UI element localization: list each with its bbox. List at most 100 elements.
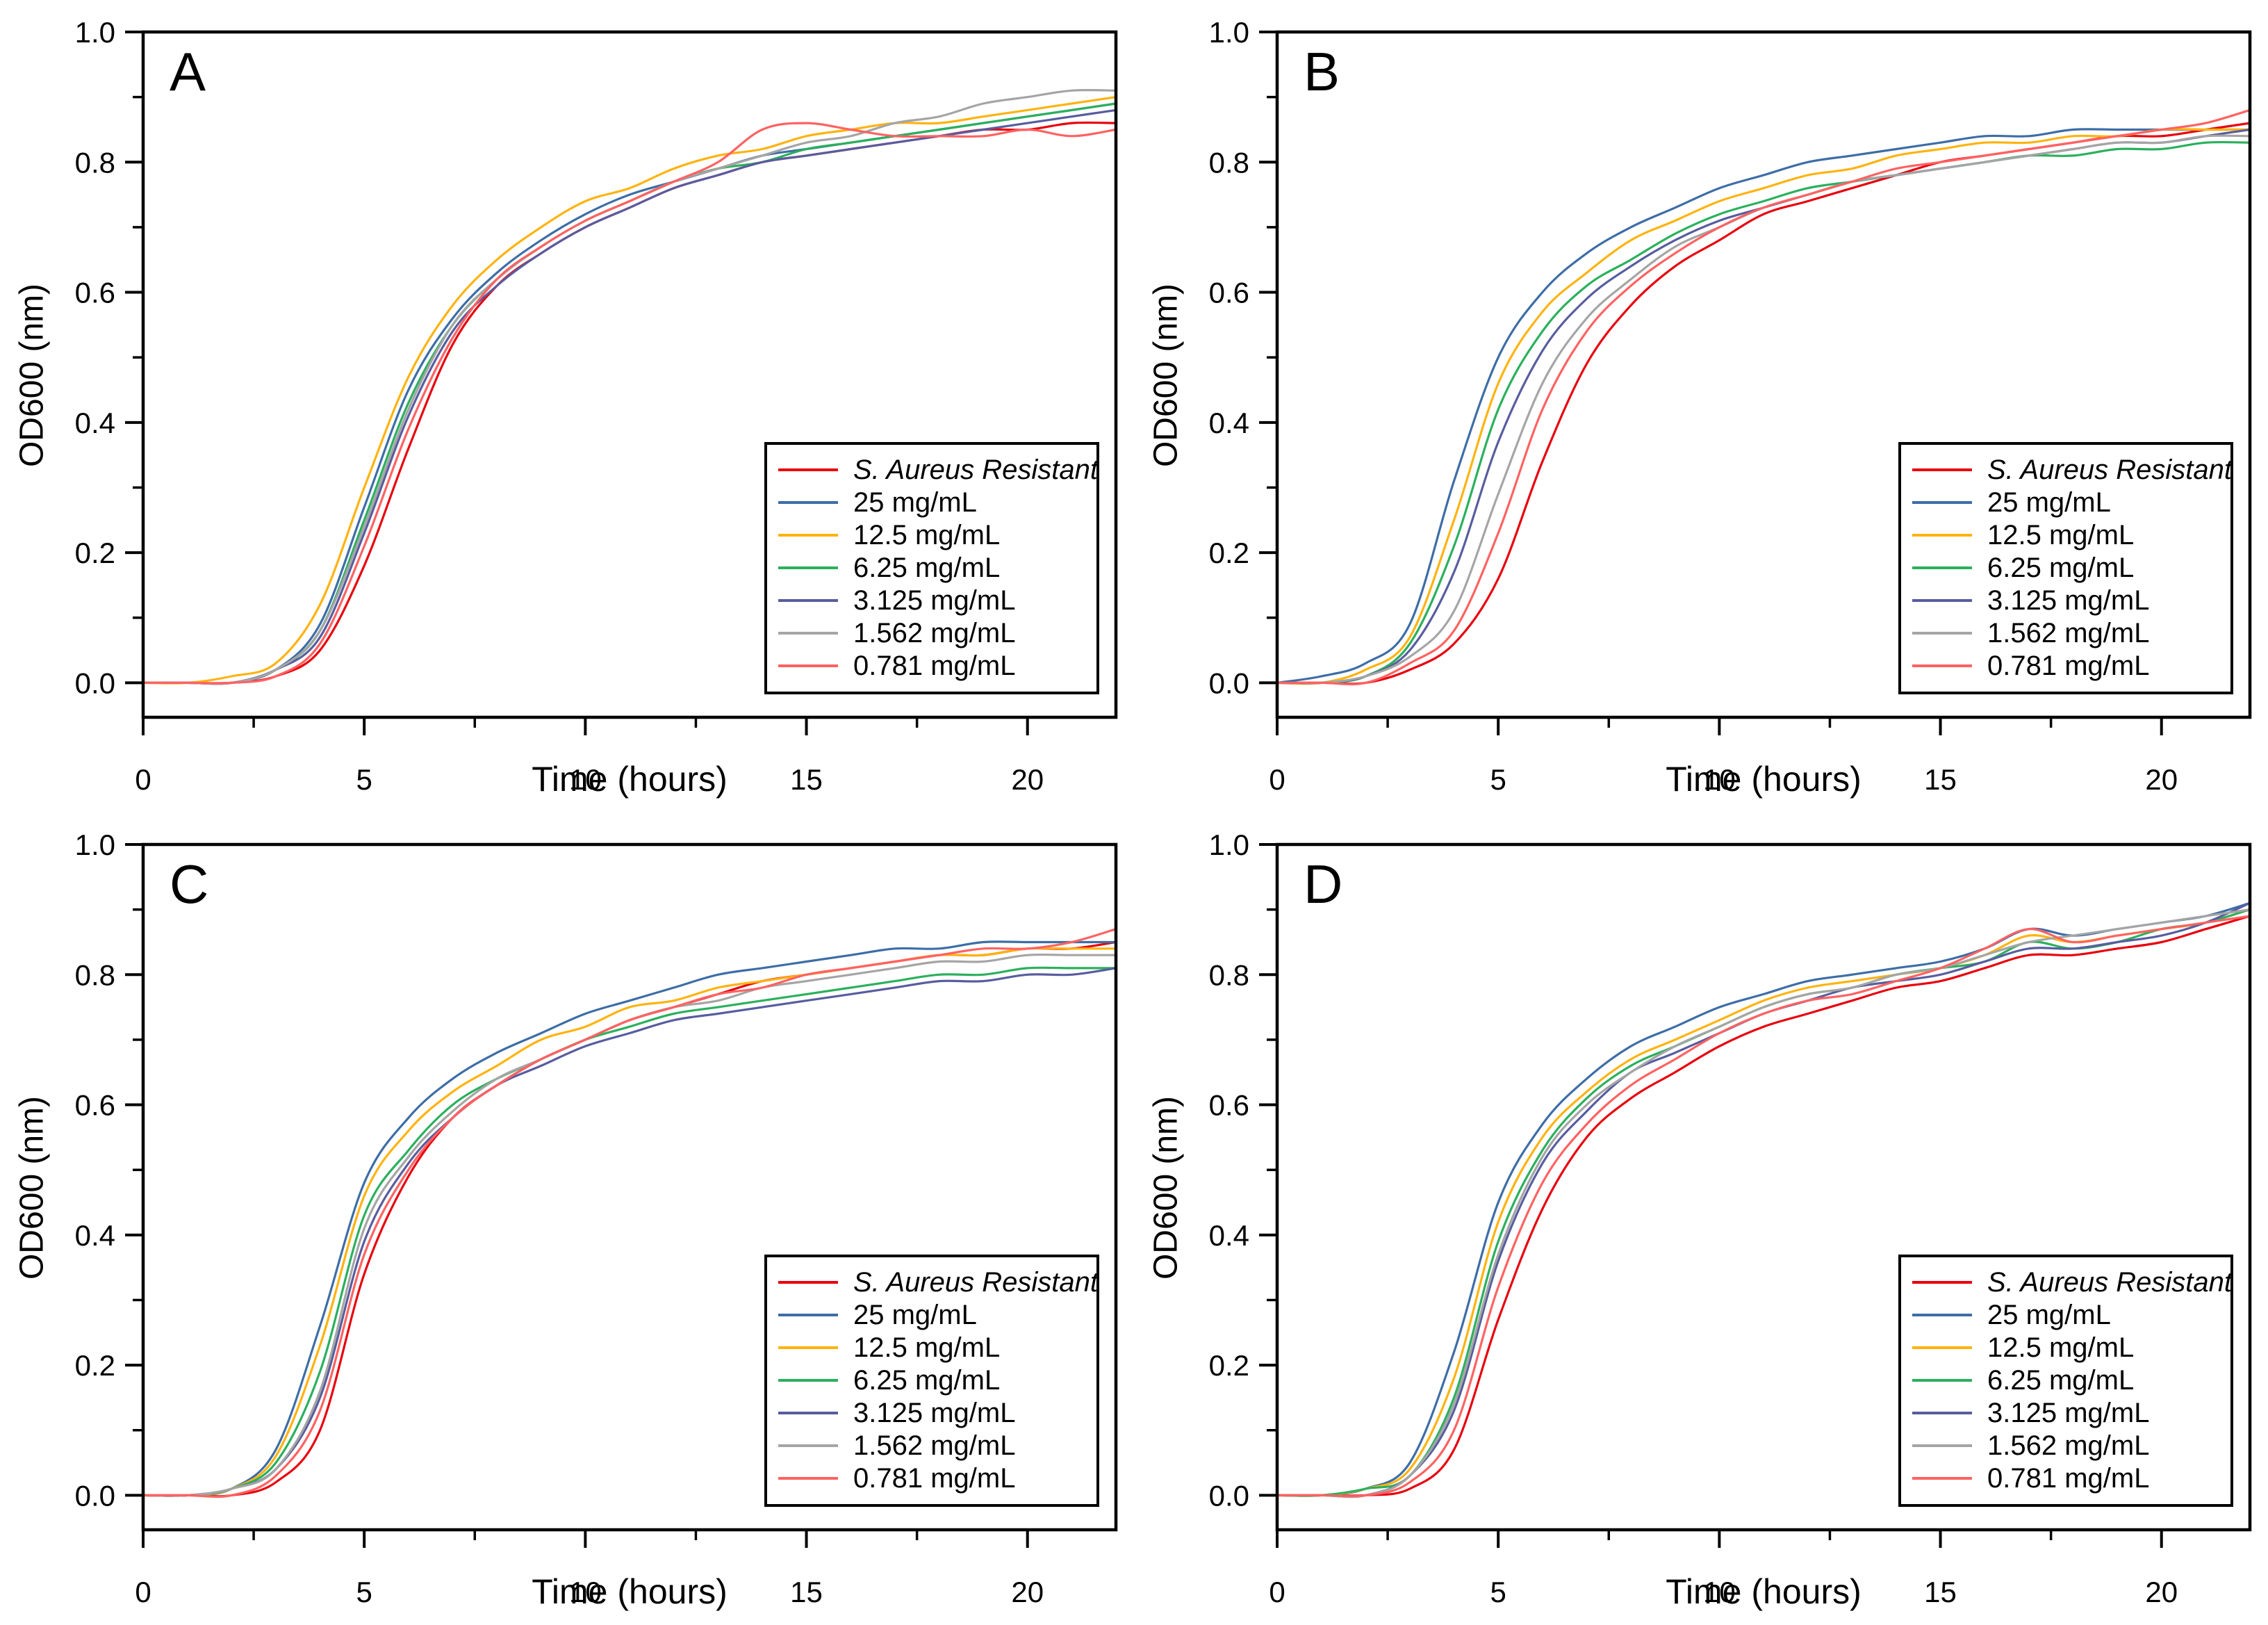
legend-label: S. Aureus Resistant xyxy=(1987,1266,2233,1298)
legend-label: 25 mg/mL xyxy=(853,1299,977,1330)
curves-group xyxy=(143,928,1116,1499)
y-axis-title: OD600 (nm) xyxy=(13,1095,51,1280)
y-tick-label: 0.8 xyxy=(75,146,115,179)
legend-label: 25 mg/mL xyxy=(1987,487,2111,518)
legend-entry-12-5-mg-ml: 12.5 mg/mL xyxy=(1912,518,2226,551)
x-tick-label: 15 xyxy=(790,763,823,796)
curves-group xyxy=(143,88,1116,685)
legend-entry-3-125-mg-ml: 3.125 mg/mL xyxy=(778,584,1092,616)
legend-label: 3.125 mg/mL xyxy=(853,585,1016,616)
curve-6-25-mg-ml xyxy=(1277,140,2250,685)
legend-line-swatch xyxy=(778,664,838,667)
legend-d: S. Aureus Resistant 25 mg/mL 12.5 mg/mL 6.2… xyxy=(1898,1255,2233,1507)
y-tick-label: 0.2 xyxy=(1209,537,1249,569)
legend-entry-12-5-mg-ml: 12.5 mg/mL xyxy=(778,518,1092,551)
curve-25-mg-ml xyxy=(1277,128,2250,684)
legend-label: 0.781 mg/mL xyxy=(853,650,1016,681)
legend-entry-3-125-mg-ml: 3.125 mg/mL xyxy=(1912,1396,2226,1429)
legend-label: 3.125 mg/mL xyxy=(1987,585,2150,616)
panel-b: 0 5 10 15 20 0.0 0.2 0.4 0.6 0.8 1.0 B OD600 (nm) … xyxy=(1134,0,2268,812)
curve-0-781-mg-ml xyxy=(143,928,1116,1499)
legend-entry-6-25-mg-ml: 6.25 mg/mL xyxy=(1912,551,2226,584)
legend-line-swatch xyxy=(1912,631,1972,635)
x-tick-label: 0 xyxy=(1269,763,1285,796)
legend-line-swatch xyxy=(778,533,838,537)
legend-label: 3.125 mg/mL xyxy=(853,1397,1016,1428)
x-tick-label: 15 xyxy=(1924,1576,1957,1608)
legend-entry-3-125-mg-ml: 3.125 mg/mL xyxy=(778,1396,1092,1429)
x-tick-label: 5 xyxy=(1490,1576,1506,1608)
legend-entry-3-125-mg-ml: 3.125 mg/mL xyxy=(1912,584,2226,616)
y-tick-label: 0.4 xyxy=(1209,407,1249,439)
legend-entry-0-781-mg-ml: 0.781 mg/mL xyxy=(778,649,1092,682)
plot-border xyxy=(141,30,1118,719)
legend-entry-s-aureus-resistant: S. Aureus Resistant xyxy=(1912,453,2232,486)
y-tick-label: 1.0 xyxy=(1209,16,1249,49)
y-axis-title: OD600 (nm) xyxy=(1147,1095,1185,1280)
legend-entry-s-aureus-resistant: S. Aureus Resistant xyxy=(778,1266,1098,1298)
legend-line-swatch xyxy=(1912,1411,1972,1414)
legend-line-swatch xyxy=(778,566,838,569)
panel-c: 0 5 10 15 20 0.0 0.2 0.4 0.6 0.8 1.0 C OD600 (nm) … xyxy=(0,812,1134,1625)
legend-line-swatch xyxy=(1912,468,1972,471)
y-axis-title: OD600 (nm) xyxy=(13,283,51,468)
curve-25-mg-ml xyxy=(143,940,1116,1497)
legend-line-swatch xyxy=(778,1411,838,1414)
legend-line-swatch xyxy=(778,1313,838,1316)
curve-3-125-mg-ml xyxy=(143,967,1116,1497)
y-tick-label: 0.2 xyxy=(1209,1349,1249,1382)
legend-line-swatch xyxy=(1912,566,1972,569)
curves-group xyxy=(1277,108,2250,686)
y-tick-label: 0.8 xyxy=(75,958,115,991)
legend-line-swatch xyxy=(1912,1444,1972,1447)
x-tick-label: 5 xyxy=(356,1576,372,1608)
y-tick-label: 0.2 xyxy=(75,537,115,569)
legend-entry-12-5-mg-ml: 12.5 mg/mL xyxy=(1912,1331,2226,1364)
curve-0-781-mg-ml xyxy=(1277,915,2250,1498)
legend-entry-6-25-mg-ml: 6.25 mg/mL xyxy=(778,551,1092,584)
x-tick-label: 20 xyxy=(2145,763,2178,796)
legend-line-swatch xyxy=(1912,1476,1972,1480)
plot-area-b: 0 5 10 15 20 0.0 0.2 0.4 0.6 0.8 1.0 xyxy=(1209,16,2252,796)
plot-area-c: 0 5 10 15 20 0.0 0.2 0.4 0.6 0.8 1.0 xyxy=(75,828,1118,1608)
legend-line-swatch xyxy=(778,1444,838,1447)
legend-entry-25-mg-ml: 25 mg/mL xyxy=(778,486,1092,518)
legend-label: 6.25 mg/mL xyxy=(1987,1364,2135,1396)
x-tick-label: 5 xyxy=(1490,763,1506,796)
legend-entry-1-562-mg-ml: 1.562 mg/mL xyxy=(778,1429,1092,1462)
y-tick-label: 0.4 xyxy=(75,1219,115,1252)
legend-a: S. Aureus Resistant 25 mg/mL 12.5 mg/mL 6.2… xyxy=(764,442,1099,694)
panel-letter-a: A xyxy=(170,41,207,102)
panel-letter-c: C xyxy=(170,854,210,915)
legend-line-swatch xyxy=(778,1280,838,1284)
legend-label: 12.5 mg/mL xyxy=(853,519,1001,550)
panel-letter-d: D xyxy=(1304,854,1344,915)
x-tick-label: 15 xyxy=(790,1576,823,1608)
legend-label: 0.781 mg/mL xyxy=(1987,1462,2150,1494)
legend-entry-25-mg-ml: 25 mg/mL xyxy=(1912,1298,2226,1331)
y-tick-label: 1.0 xyxy=(75,828,115,861)
plot-border xyxy=(1275,842,2252,1532)
legend-label: 0.781 mg/mL xyxy=(853,1462,1016,1494)
legend-label: 3.125 mg/mL xyxy=(1987,1397,2150,1428)
y-tick-label: 0.0 xyxy=(1209,1479,1249,1512)
plot-area-a: 0 5 10 15 20 0.0 0.2 0.4 0.6 0.8 1.0 xyxy=(75,16,1118,796)
legend-entry-25-mg-ml: 25 mg/mL xyxy=(778,1298,1092,1331)
legend-entry-6-25-mg-ml: 6.25 mg/mL xyxy=(778,1364,1092,1396)
legend-label: 6.25 mg/mL xyxy=(1987,552,2135,583)
legend-line-swatch xyxy=(1912,500,1972,504)
legend-line-swatch xyxy=(778,598,838,602)
legend-line-swatch xyxy=(1912,1346,1972,1349)
legend-entry-s-aureus-resistant: S. Aureus Resistant xyxy=(1912,1266,2232,1298)
x-tick-label: 10 xyxy=(569,1576,602,1608)
y-tick-label: 0.0 xyxy=(1209,667,1249,699)
legend-line-swatch xyxy=(1912,1378,1972,1382)
curve-1-562-mg-ml xyxy=(1277,908,2250,1499)
legend-label: 12.5 mg/mL xyxy=(1987,1332,2135,1363)
legend-entry-0-781-mg-ml: 0.781 mg/mL xyxy=(778,1462,1092,1494)
x-tick-label: 15 xyxy=(1924,763,1957,796)
legend-label: 12.5 mg/mL xyxy=(853,1332,1001,1363)
x-tick-label: 5 xyxy=(356,763,372,796)
y-tick-label: 0.0 xyxy=(75,667,115,699)
